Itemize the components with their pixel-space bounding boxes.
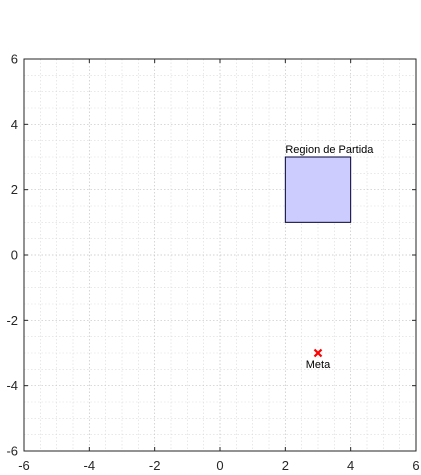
axes	[23, 58, 417, 452]
tick-labels: -6 -4 -2 0 2 4 6 -6 -4 -2 0 2 4 6	[6, 52, 419, 474]
grid	[23, 58, 417, 452]
x-tick-label: -2	[149, 458, 161, 473]
goal-point-marker	[313, 348, 323, 358]
x-tick-label: -4	[84, 458, 96, 473]
y-tick-label: 0	[11, 248, 18, 263]
x-tick-label: 0	[216, 458, 223, 473]
y-tick-label: 6	[11, 52, 18, 67]
x-tick-label: -6	[18, 458, 30, 473]
start-region-rect	[284, 156, 352, 223]
points	[313, 348, 323, 358]
y-tick-label: 2	[11, 182, 18, 197]
y-tick-label: -6	[6, 444, 18, 459]
y-tick-label: -4	[6, 378, 18, 393]
x-tick-label: 2	[282, 458, 289, 473]
x-tick-label: 4	[347, 458, 354, 473]
y-tick-label: -2	[6, 313, 18, 328]
regions	[284, 156, 352, 223]
goal-marker-stroke	[313, 348, 323, 358]
x-tick-label: 6	[412, 458, 419, 473]
annotations: Region de Partida Meta	[285, 144, 374, 371]
y-tick-label: 4	[11, 117, 18, 132]
start-region-label: Region de Partida	[285, 144, 374, 156]
goal-point-label: Meta	[306, 359, 331, 371]
